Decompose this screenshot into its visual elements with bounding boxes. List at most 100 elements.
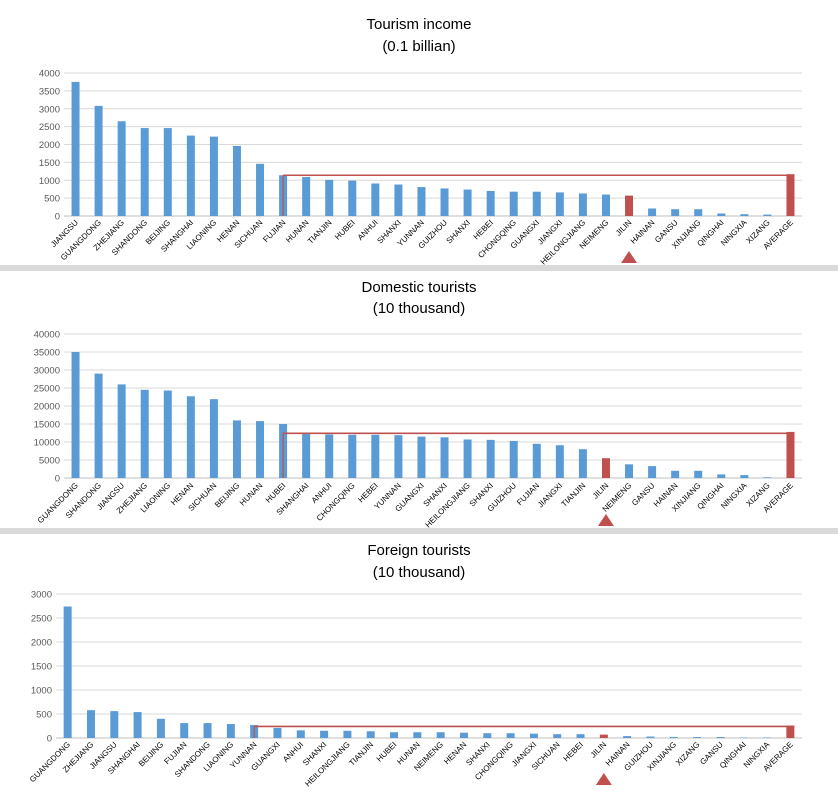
x-tick-label: HAINAN xyxy=(629,218,657,246)
bar-hebei xyxy=(371,434,380,478)
bar-sichuan xyxy=(553,734,562,738)
bar-guizhou xyxy=(646,736,655,738)
bar-guangdong xyxy=(94,105,103,216)
panel-divider xyxy=(0,528,838,534)
bar-chongqing xyxy=(506,733,515,738)
bar-liaoning xyxy=(226,724,235,738)
x-tick-label: NINGXIA xyxy=(719,481,749,511)
bar-fujian xyxy=(180,723,189,738)
bar-yunnan xyxy=(417,187,426,216)
bar-jiangsu xyxy=(71,81,80,216)
y-tick-label: 0 xyxy=(55,474,60,485)
chart-title: Tourism income xyxy=(366,16,471,33)
tourism-income-panel: Tourism income (0.1 billian) 0 500 1000 1500 2… xyxy=(0,0,838,265)
jilin-marker-icon xyxy=(595,773,612,785)
x-tick-label: XIZANG xyxy=(674,740,701,767)
bar-henan xyxy=(459,732,468,738)
bar-anhui xyxy=(325,434,334,478)
bar-guangxi xyxy=(273,727,282,738)
y-tick-label: 3500 xyxy=(39,86,60,97)
jilin-marker-icon xyxy=(597,514,614,526)
bar-shanghai xyxy=(302,434,311,478)
bar-shanghai xyxy=(133,712,142,738)
bar-xizang xyxy=(693,737,702,738)
bar-heilongjiang xyxy=(343,730,352,738)
x-tick-label: HUNAN xyxy=(238,481,265,508)
bar-guizhou xyxy=(509,440,518,478)
x-tick-label: GUANGDONG xyxy=(28,740,72,784)
bar-gansu xyxy=(716,737,725,738)
bar-tianjin xyxy=(578,449,587,478)
bar-liaoning xyxy=(163,390,172,478)
bar-henan xyxy=(232,145,241,216)
x-tick-label: HUBEI xyxy=(333,218,357,242)
bar-shandong xyxy=(203,723,212,738)
x-tick-label: TIANJIN xyxy=(347,740,375,768)
bar-jiangsu xyxy=(110,711,119,738)
bar-guangxi xyxy=(532,191,541,216)
x-tick-label: JILIN xyxy=(591,481,611,501)
bar-jilin xyxy=(599,734,608,738)
bar-xinjiang xyxy=(694,209,703,216)
x-tick-label: BEIJING xyxy=(137,740,165,768)
bar-average xyxy=(786,174,795,216)
bar-sichuan xyxy=(256,163,265,216)
chart-subtitle: (10 thousand) xyxy=(373,300,466,317)
y-tick-label: 500 xyxy=(36,710,52,721)
bar-henan xyxy=(186,396,195,478)
bar-hunan xyxy=(256,421,265,478)
bar-heilongjiang xyxy=(578,193,587,216)
y-tick-label: 1000 xyxy=(31,686,52,697)
bar-jiangxi xyxy=(529,733,538,738)
x-tick-label: FUJIAN xyxy=(261,218,287,244)
bar-zhejiang xyxy=(86,710,95,738)
panel-divider xyxy=(0,265,838,271)
bar-beijing xyxy=(232,420,241,478)
bar-average xyxy=(786,725,795,738)
bar-fujian xyxy=(532,443,541,478)
bar-hunan xyxy=(302,177,311,216)
bar-shanxi xyxy=(320,730,329,738)
y-tick-label: 2000 xyxy=(39,140,60,151)
y-tick-label: 15000 xyxy=(34,420,60,431)
bar-xizang xyxy=(763,477,772,478)
y-tick-label: 5000 xyxy=(39,456,60,467)
bar-shanxi xyxy=(463,189,472,216)
x-tick-label: JIANGXI xyxy=(536,481,564,509)
bar-zhejiang xyxy=(117,121,126,216)
bar-ningxia xyxy=(740,214,749,216)
y-tick-label: 2500 xyxy=(31,614,52,625)
bar-chongqing xyxy=(509,191,518,216)
bar-neimeng xyxy=(625,464,634,478)
bar-hainan xyxy=(623,736,632,738)
bar-guangxi xyxy=(417,436,426,478)
chart-title: Foreign tourists xyxy=(367,542,470,559)
bar-yunnan xyxy=(394,435,403,478)
bar-jilin xyxy=(601,458,610,478)
y-tick-label: 3000 xyxy=(39,104,60,115)
y-tick-label: 2000 xyxy=(31,638,52,649)
bar-shanxi xyxy=(394,184,403,216)
y-tick-label: 20000 xyxy=(34,402,60,413)
bar-ningxia xyxy=(740,475,749,478)
bar-tianjin xyxy=(366,731,375,738)
bar-hebei xyxy=(576,734,585,738)
domestic-tourists-panel: Domestic tourists (10 thousand) 0 5000 10000… xyxy=(0,271,838,528)
bar-shanxi xyxy=(483,733,492,738)
y-tick-label: 1500 xyxy=(39,158,60,169)
y-tick-label: 0 xyxy=(47,734,52,745)
bar-heilongjiang xyxy=(463,439,472,478)
y-tick-label: 1500 xyxy=(31,662,52,673)
y-tick-label: 3000 xyxy=(31,590,52,601)
bar-shanxi xyxy=(486,439,495,478)
bar-hainan xyxy=(648,208,657,216)
bar-qinghai xyxy=(717,213,726,216)
bar-xizang xyxy=(763,214,772,216)
tourism-income-chart: Tourism income (0.1 billian) 0 500 1000 1500 2… xyxy=(39,16,802,265)
y-tick-label: 10000 xyxy=(34,438,60,449)
bar-hunan xyxy=(413,732,422,738)
bar-shanghai xyxy=(186,135,195,216)
x-tick-label: HEBEI xyxy=(562,740,585,763)
foreign-tourists-panel: Foreign tourists (10 thousand) 0 500 1000 150… xyxy=(0,534,838,791)
